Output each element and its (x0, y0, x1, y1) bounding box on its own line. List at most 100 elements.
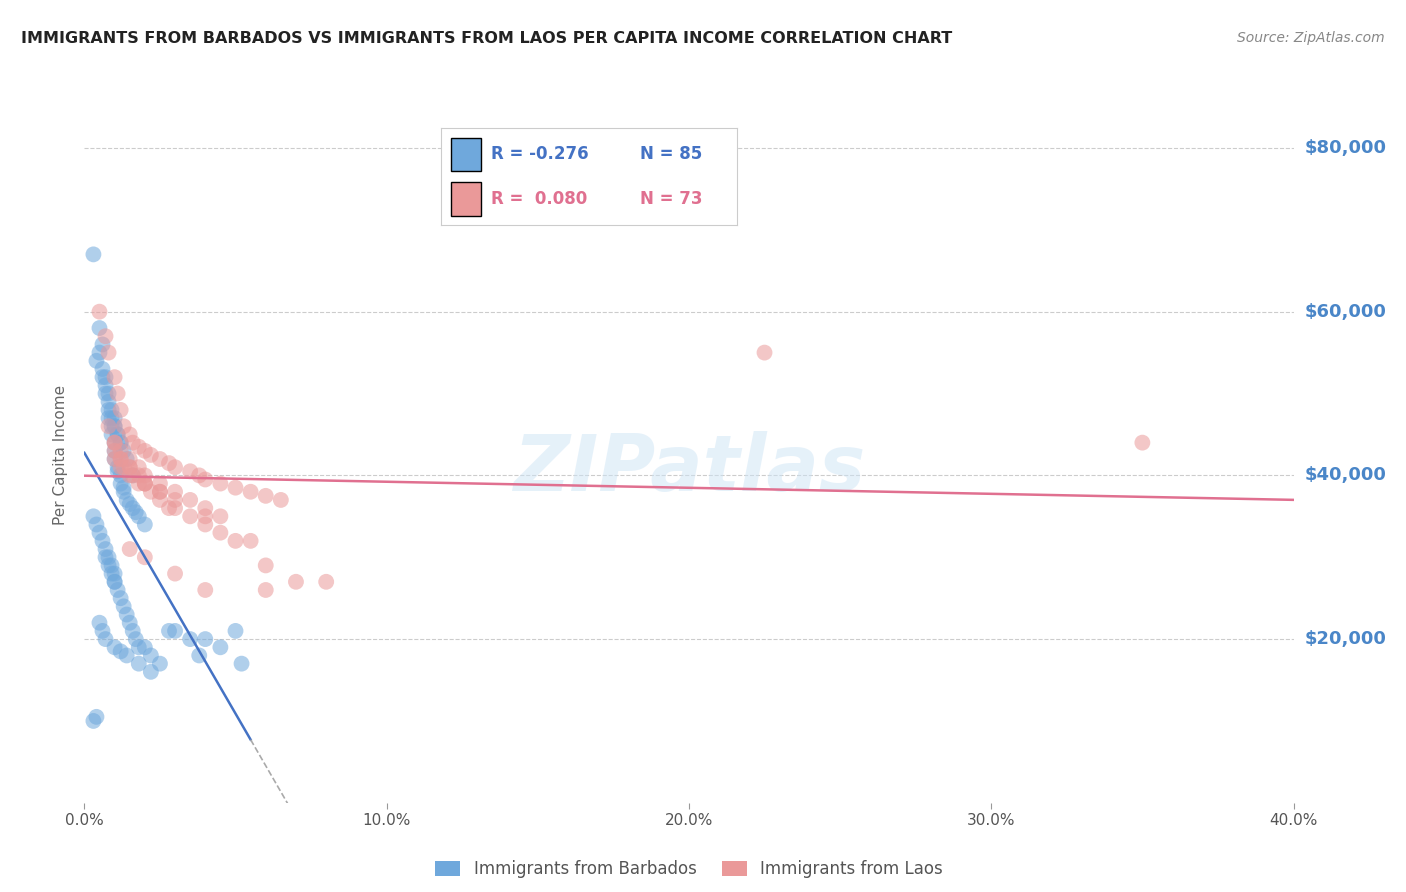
Point (270, 492, 292, 507)
Point (118, 468, 141, 483)
Point (115, 648, 138, 663)
Point (104, 419, 127, 434)
Point (104, 435, 127, 450)
Point (97, 411, 120, 425)
Point (157, 624, 180, 638)
Point (89, 304, 111, 318)
Y-axis label: Per Capita Income: Per Capita Income (53, 384, 69, 525)
Point (149, 484, 172, 499)
Text: $20,000: $20,000 (1305, 630, 1386, 648)
Point (254, 582, 277, 597)
Point (209, 509, 232, 524)
Point (97, 386, 120, 401)
Point (121, 468, 143, 483)
Text: $80,000: $80,000 (1305, 139, 1386, 157)
Point (104, 443, 127, 458)
Point (110, 452, 132, 467)
Point (110, 591, 132, 606)
Point (284, 574, 308, 589)
Point (112, 481, 135, 495)
Point (94, 550, 117, 565)
Point (94, 329, 117, 343)
Point (91, 533, 114, 548)
Point (110, 452, 132, 467)
Point (118, 542, 141, 557)
Point (112, 419, 135, 434)
Point (115, 607, 138, 622)
Point (94, 632, 117, 646)
Point (107, 427, 129, 442)
Point (110, 468, 132, 483)
Point (754, 345, 776, 359)
Point (86, 517, 108, 532)
Point (118, 452, 141, 467)
Point (315, 574, 337, 589)
Point (104, 443, 127, 458)
Point (89, 615, 111, 630)
Point (128, 440, 150, 454)
Point (97, 403, 120, 417)
Point (1130, 435, 1153, 450)
Point (163, 501, 186, 516)
Point (225, 624, 247, 638)
Point (128, 509, 150, 524)
Point (179, 632, 201, 646)
Point (139, 665, 162, 679)
Point (163, 484, 186, 499)
Point (134, 640, 156, 655)
Point (121, 435, 143, 450)
Point (157, 456, 180, 470)
Point (121, 624, 143, 638)
Point (157, 501, 180, 516)
Point (112, 443, 135, 458)
Point (107, 427, 129, 442)
Point (82, 247, 104, 261)
Point (239, 533, 262, 548)
Point (104, 370, 127, 384)
Point (104, 640, 127, 655)
Point (104, 411, 127, 425)
Point (91, 337, 114, 351)
Point (97, 394, 120, 409)
Point (134, 468, 156, 483)
Point (194, 582, 217, 597)
Point (110, 435, 132, 450)
Point (104, 419, 127, 434)
Point (110, 443, 132, 458)
Point (139, 648, 162, 663)
Point (118, 497, 141, 511)
Point (115, 492, 138, 507)
Point (134, 476, 156, 491)
Point (149, 452, 172, 467)
Point (100, 566, 122, 581)
Point (134, 476, 156, 491)
Point (134, 443, 156, 458)
Point (225, 533, 247, 548)
Point (82, 714, 104, 728)
Point (94, 370, 117, 384)
Point (209, 525, 232, 540)
Point (94, 378, 117, 392)
Point (112, 460, 135, 475)
Point (128, 468, 150, 483)
Point (134, 550, 156, 565)
Point (163, 460, 186, 475)
Point (149, 476, 172, 491)
Point (179, 492, 201, 507)
Point (134, 517, 156, 532)
Point (91, 624, 114, 638)
Point (94, 542, 117, 557)
Point (104, 435, 127, 450)
Point (115, 452, 138, 467)
Point (139, 448, 162, 462)
Point (121, 501, 143, 516)
Point (82, 509, 104, 524)
Point (104, 435, 127, 450)
Point (209, 476, 232, 491)
Point (110, 476, 132, 491)
Point (100, 411, 122, 425)
Point (231, 657, 253, 671)
Point (128, 657, 150, 671)
Text: ZIPatlas: ZIPatlas (513, 431, 865, 507)
Point (225, 481, 247, 495)
